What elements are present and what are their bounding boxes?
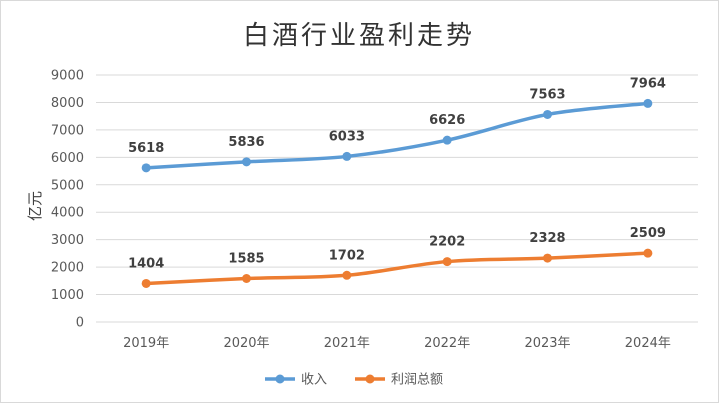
gridlines (96, 74, 698, 323)
y-axis-label: 亿元 (26, 191, 44, 221)
x-tick-label: 2023年 (524, 336, 570, 351)
data-label: 5618 (128, 141, 164, 156)
data-point[interactable] (342, 151, 352, 161)
x-tick-labels: 2019年 2020年 2021年 2022年 2023年 2024年 (123, 336, 671, 351)
legend-marker (275, 374, 285, 384)
y-tick-label: 9000 (51, 69, 84, 84)
legend-label: 收入 (301, 373, 327, 388)
data-point[interactable] (242, 157, 251, 167)
data-label: 2328 (529, 231, 565, 246)
series-line (144, 251, 650, 286)
data-label: 1702 (329, 248, 365, 263)
y-tick-label: 4000 (51, 206, 84, 221)
y-tick-label: 0 (76, 316, 84, 331)
data-label: 2509 (630, 226, 666, 241)
data-point[interactable] (141, 278, 151, 288)
data-label: 1585 (228, 252, 264, 267)
y-tick-label: 5000 (51, 178, 84, 193)
data-label: 2202 (429, 235, 465, 250)
data-point[interactable] (242, 274, 251, 284)
data-label: 5836 (228, 135, 264, 150)
data-label: 1404 (128, 256, 164, 271)
legend-item[interactable]: 利润总额 (355, 373, 443, 388)
legend-item[interactable]: 收入 (265, 373, 327, 388)
data-point[interactable] (543, 253, 552, 263)
legend-marker (365, 374, 375, 384)
y-tick-label: 6000 (51, 151, 84, 166)
x-tick-label: 2020年 (223, 336, 269, 351)
data-label: 6626 (429, 113, 465, 128)
data-point[interactable] (543, 109, 552, 119)
data-point[interactable] (643, 248, 653, 258)
legend-label: 利润总额 (391, 373, 443, 388)
chart-title: 白酒行业盈利走势 (243, 21, 475, 51)
x-tick-label: 2021年 (324, 336, 370, 351)
series-line (144, 101, 650, 170)
data-labels: 5618 5836 6033 6626 7563 7964 1404 1585 1702 2202… (128, 76, 666, 271)
y-tick-label: 2000 (51, 261, 84, 276)
data-label: 7964 (630, 76, 666, 91)
data-point[interactable] (442, 135, 452, 145)
x-tick-label: 2024年 (625, 336, 671, 351)
y-tick-label: 7000 (51, 123, 84, 138)
y-tick-label: 8000 (51, 96, 84, 111)
data-point[interactable] (141, 163, 151, 173)
legend[interactable]: 收入 利润总额 (265, 373, 443, 388)
x-tick-label: 2019年 (123, 336, 169, 351)
data-label: 7563 (529, 87, 565, 102)
data-point[interactable] (643, 98, 653, 108)
y-tick-label: 1000 (51, 288, 84, 303)
data-label: 6033 (329, 129, 365, 144)
y-tick-labels: 0 1000 2000 3000 4000 5000 6000 7000 8000 9000 (51, 69, 84, 331)
data-point[interactable] (442, 257, 452, 267)
data-point[interactable] (342, 270, 352, 280)
y-tick-label: 3000 (51, 233, 84, 248)
x-tick-label: 2022年 (424, 336, 470, 351)
series-lines (141, 98, 653, 288)
